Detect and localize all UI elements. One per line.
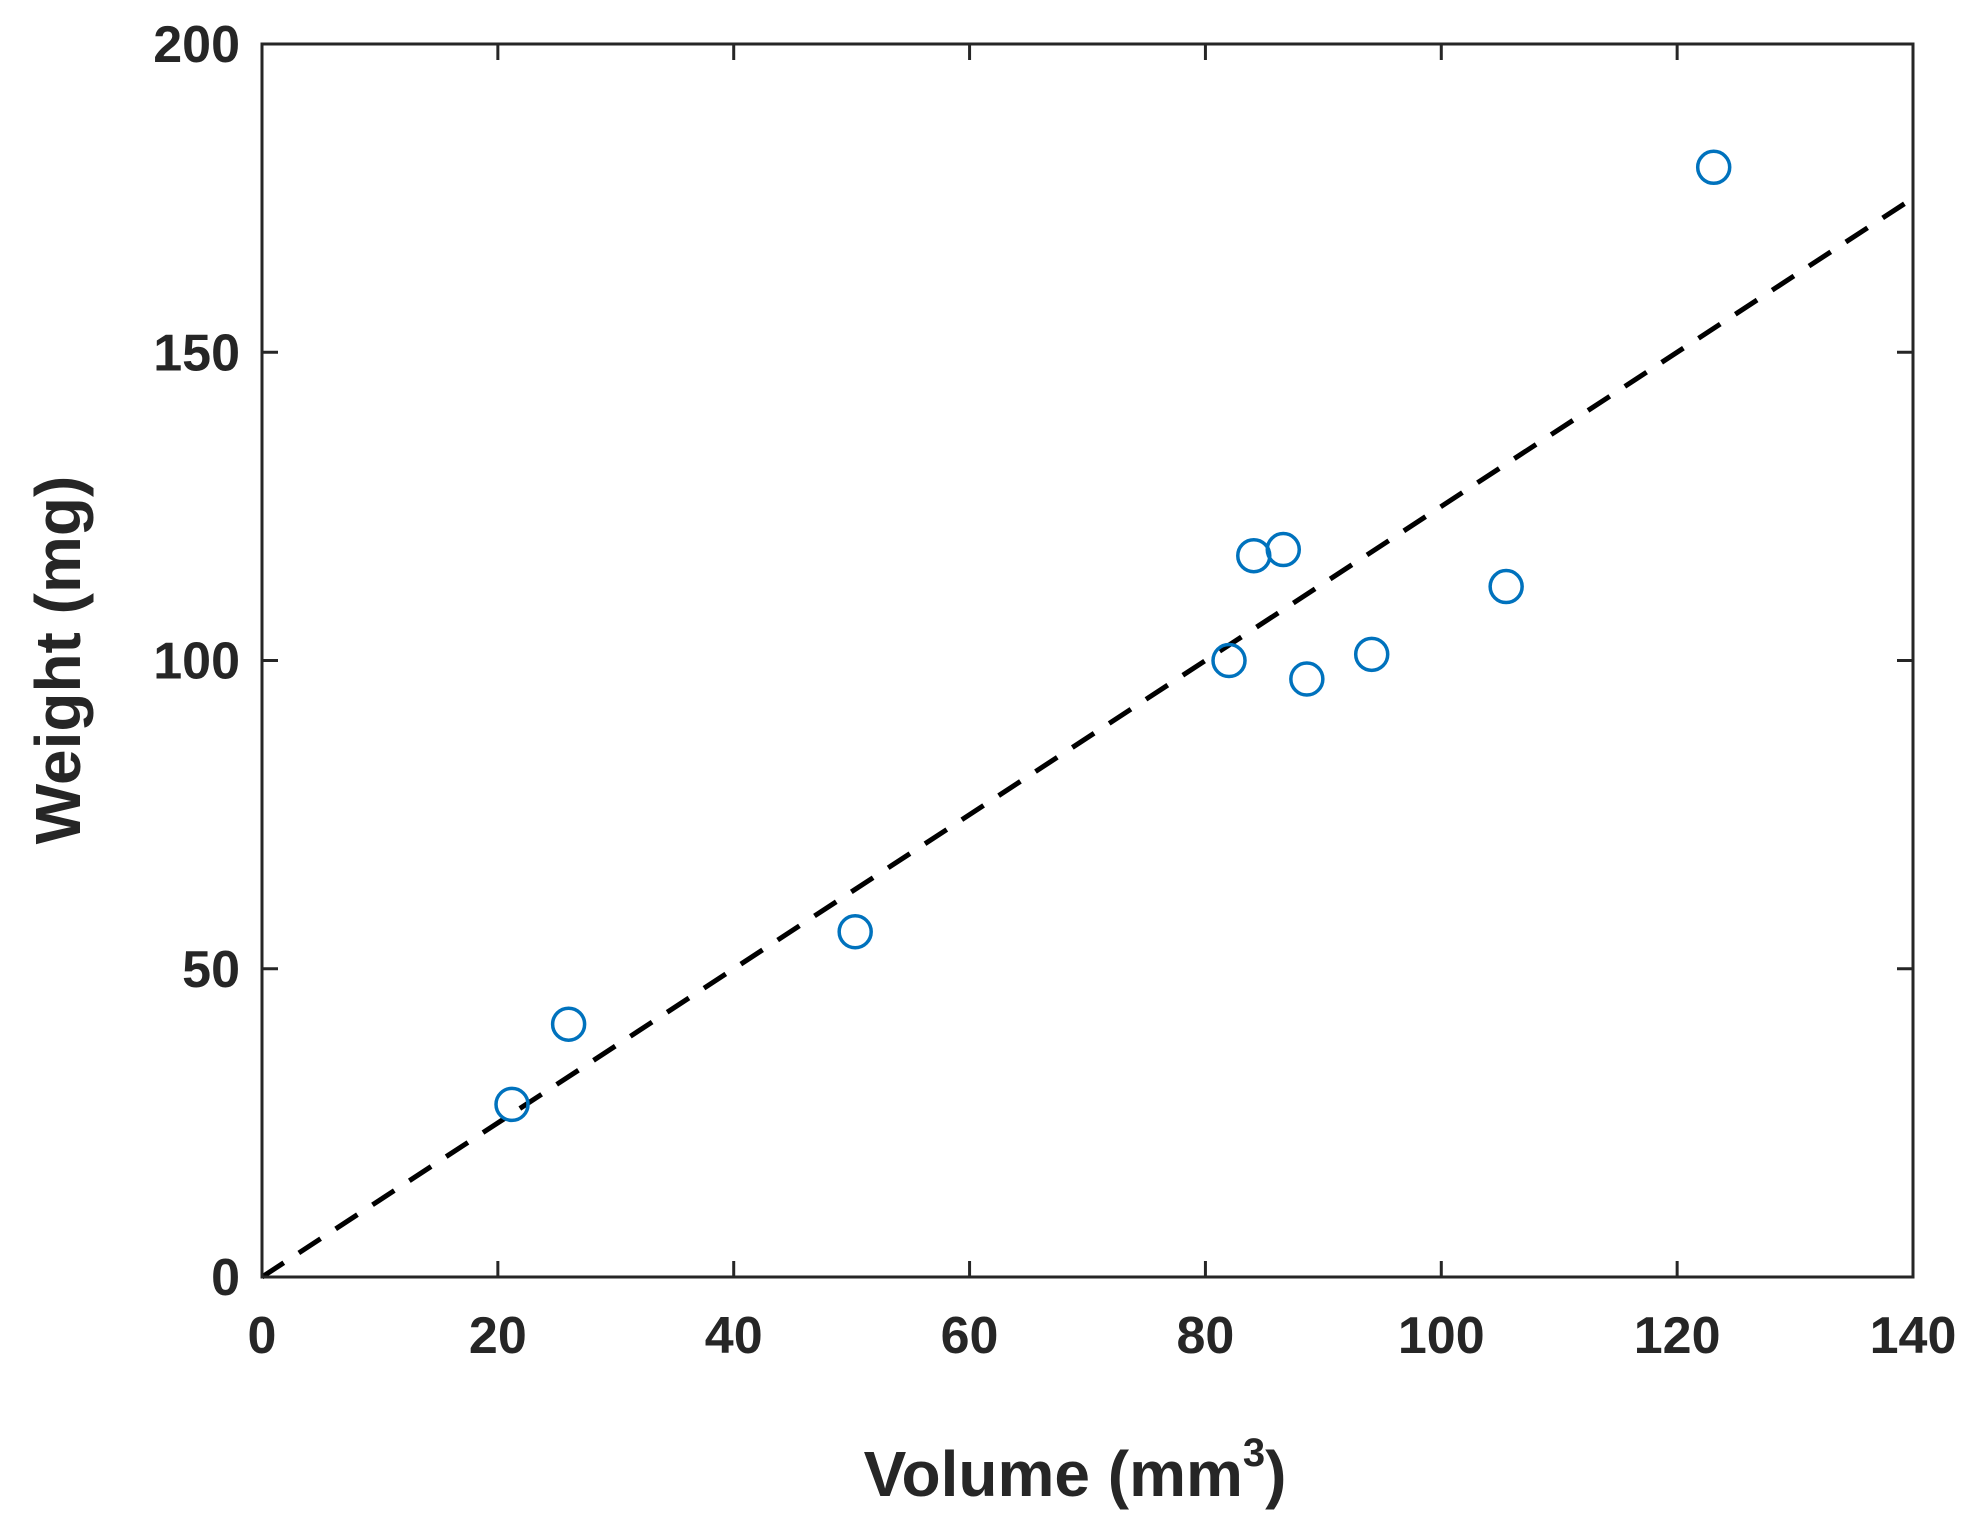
axis-ticks — [260, 42, 1915, 1279]
y-axis-label: Weight (mg) — [22, 476, 94, 845]
x-tick-label: 20 — [469, 1307, 527, 1365]
x-axis-label-superscript: 3 — [1243, 1431, 1265, 1475]
x-tick-label: 120 — [1634, 1307, 1721, 1365]
scatter-point — [550, 1006, 587, 1042]
y-tick-label: 0 — [211, 1249, 240, 1307]
x-tick-label: 60 — [941, 1307, 999, 1365]
data-points — [494, 149, 1732, 1123]
y-tick-label: 200 — [153, 16, 240, 74]
x-tick-label: 100 — [1398, 1307, 1485, 1365]
x-tick-label: 40 — [705, 1307, 763, 1365]
scatter-point — [837, 914, 873, 950]
scatter-point — [1236, 537, 1272, 574]
y-tick-label: 150 — [153, 324, 240, 382]
scatter-point — [1695, 149, 1732, 186]
y-tick-label: 50 — [182, 941, 240, 999]
fit-line-group — [260, 196, 1915, 1280]
scatter-point — [1289, 661, 1325, 697]
x-axis-label: Volume (mm3) — [864, 1431, 1287, 1510]
x-tick-label: 140 — [1870, 1307, 1957, 1365]
x-axis-label-suffix: ) — [1265, 1438, 1286, 1510]
tick-labels: 0 20 40 60 80 100 120 140 0 50 100 150 200 — [153, 16, 1956, 1365]
scatter-point — [1265, 531, 1302, 568]
scatter-point — [1211, 642, 1247, 679]
x-tick-label: 80 — [1177, 1307, 1235, 1365]
scatter-point — [1488, 568, 1524, 605]
scatter-point — [494, 1086, 530, 1123]
x-tick-label: 0 — [248, 1307, 277, 1365]
scatter-point — [1353, 636, 1390, 673]
fit-line — [260, 196, 1915, 1280]
y-tick-label: 100 — [153, 633, 240, 691]
plot-frame — [260, 42, 1915, 1279]
x-axis-label-text: Volume (mm — [864, 1438, 1243, 1510]
